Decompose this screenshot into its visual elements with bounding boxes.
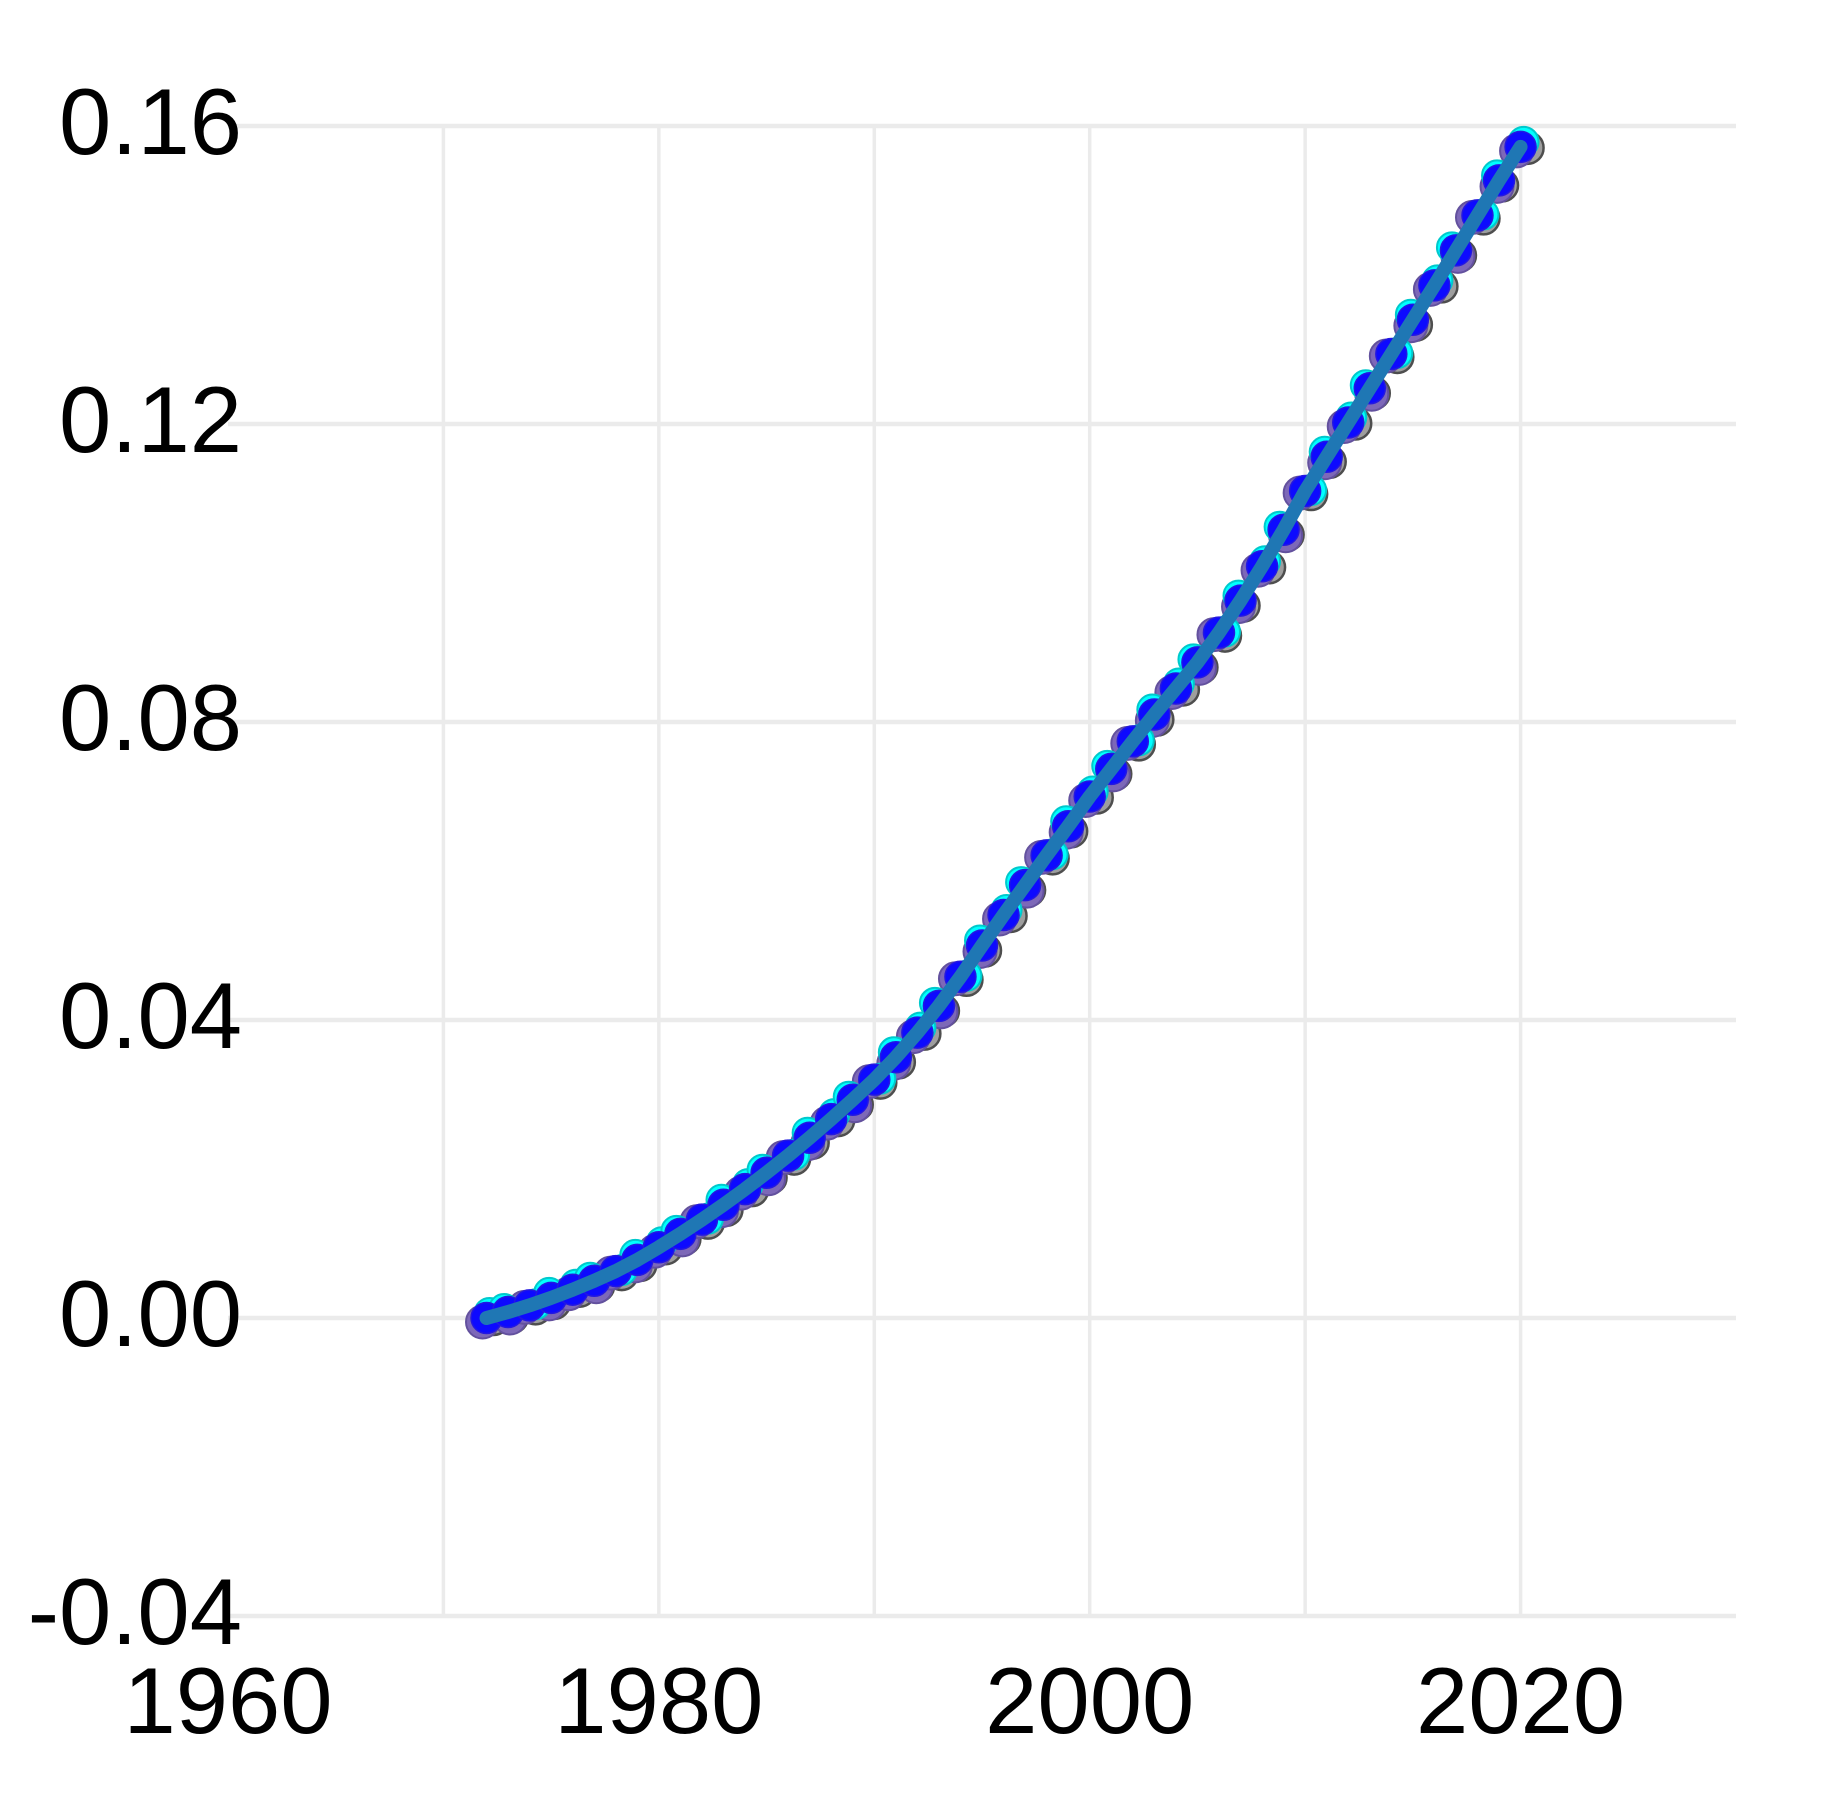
x-tick-label: 1980 bbox=[554, 1648, 763, 1753]
y-tick-label: 0.00 bbox=[59, 1261, 242, 1366]
y-tick-label: 0.12 bbox=[59, 367, 242, 472]
x-axis-tick-labels: 1960 1980 2000 2020 bbox=[123, 1648, 1625, 1753]
trend-line bbox=[479, 139, 1528, 1325]
x-tick-label: 2000 bbox=[985, 1648, 1194, 1753]
gridlines bbox=[228, 123, 1736, 1619]
x-tick-label: 2020 bbox=[1416, 1648, 1625, 1753]
marker-layer-markers-cyan bbox=[473, 125, 1540, 1329]
y-tick-label: 0.04 bbox=[59, 963, 242, 1068]
marker-layer-markers-blue bbox=[470, 130, 1537, 1335]
y-tick-label: 0.16 bbox=[59, 69, 242, 174]
y-tick-label: -0.04 bbox=[28, 1559, 242, 1664]
marker-layer-markers-purple bbox=[465, 133, 1535, 1340]
x-tick-label: 1960 bbox=[123, 1648, 332, 1753]
y-axis-tick-labels: -0.04 0.00 0.04 0.08 0.12 0.16 bbox=[28, 69, 242, 1664]
marker-layer-markers-gray bbox=[476, 130, 1545, 1337]
y-tick-label: 0.08 bbox=[59, 665, 242, 770]
